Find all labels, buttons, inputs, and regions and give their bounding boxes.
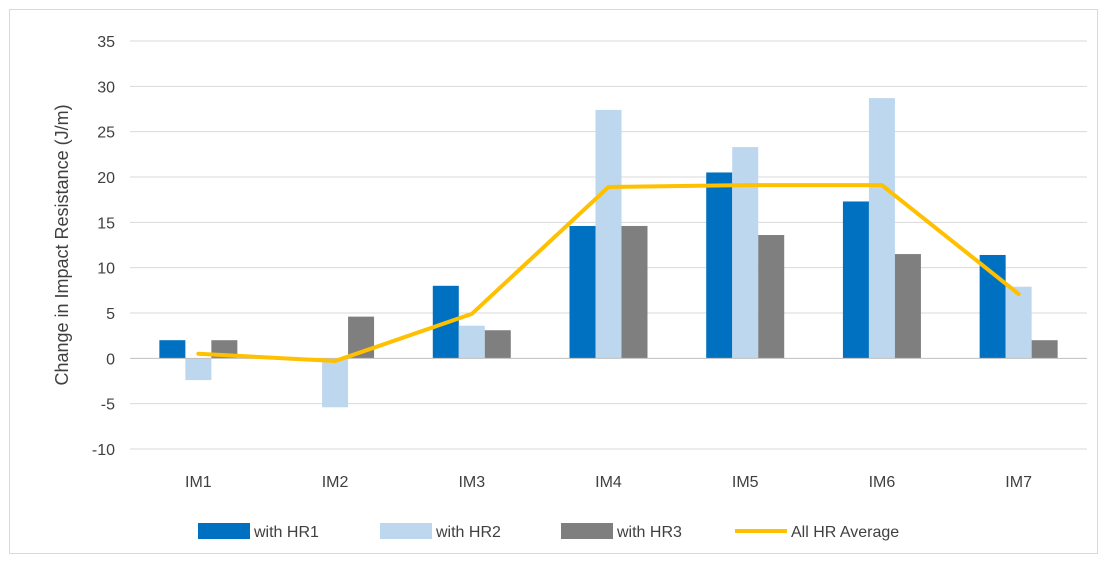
y-tick-label: 10 xyxy=(97,261,115,278)
legend-label: All HR Average xyxy=(791,524,899,541)
x-axis-ticks: IM1 IM2 IM3 IM4 IM5 IM6 IM7 xyxy=(185,474,1032,491)
y-tick-label: 0 xyxy=(106,351,115,368)
bar-with-hr1 xyxy=(706,172,733,359)
bar-with-hr1 xyxy=(842,201,869,359)
y-tick-label: -10 xyxy=(92,442,115,459)
bar-with-hr2 xyxy=(185,358,212,381)
bar-with-hr1 xyxy=(569,225,596,359)
x-tick-label: IM3 xyxy=(458,474,485,491)
y-tick-label: 30 xyxy=(97,79,115,96)
bar-with-hr2 xyxy=(458,325,485,359)
bar-with-hr3 xyxy=(758,235,785,359)
bar-with-hr1 xyxy=(979,254,1006,359)
y-tick-label: 20 xyxy=(97,170,115,187)
y-tick-label: 15 xyxy=(97,215,115,232)
legend-label: with HR1 xyxy=(253,524,319,541)
x-tick-label: IM2 xyxy=(322,474,349,491)
y-tick-label: 25 xyxy=(97,125,115,142)
legend-swatch xyxy=(198,523,250,539)
line-all-hr-average xyxy=(196,183,1021,364)
legend: with HR1 with HR2 with HR3 All HR Average xyxy=(198,523,899,541)
bar-with-hr3 xyxy=(1031,340,1058,359)
bar-with-hr1 xyxy=(159,340,186,359)
y-tick-label: -5 xyxy=(101,397,115,414)
legend-swatch xyxy=(380,523,432,539)
bar-with-hr2 xyxy=(1005,286,1032,359)
bar-with-hr2 xyxy=(732,147,759,359)
legend-label: with HR2 xyxy=(435,524,501,541)
y-axis-ticks: -10 -5 0 5 10 15 20 25 30 35 xyxy=(92,34,115,459)
bars xyxy=(159,98,1058,408)
bar-with-hr3 xyxy=(621,225,648,359)
average-line xyxy=(196,183,1021,364)
x-tick-label: IM4 xyxy=(595,474,622,491)
x-tick-label: IM6 xyxy=(869,474,896,491)
legend-label: with HR3 xyxy=(616,524,682,541)
bar-with-hr3 xyxy=(484,330,511,359)
bar-with-hr2 xyxy=(322,358,349,408)
y-axis-label: Change in Impact Resistance (J/m) xyxy=(52,104,72,385)
legend-swatch xyxy=(561,523,613,539)
y-tick-label: 5 xyxy=(106,306,115,323)
y-tick-label: 35 xyxy=(97,34,115,51)
bar-with-hr2 xyxy=(595,109,622,359)
bar-with-hr2 xyxy=(868,98,895,359)
x-tick-label: IM1 xyxy=(185,474,212,491)
bar-with-hr3 xyxy=(894,254,921,359)
x-tick-label: IM5 xyxy=(732,474,759,491)
x-tick-label: IM7 xyxy=(1005,474,1032,491)
